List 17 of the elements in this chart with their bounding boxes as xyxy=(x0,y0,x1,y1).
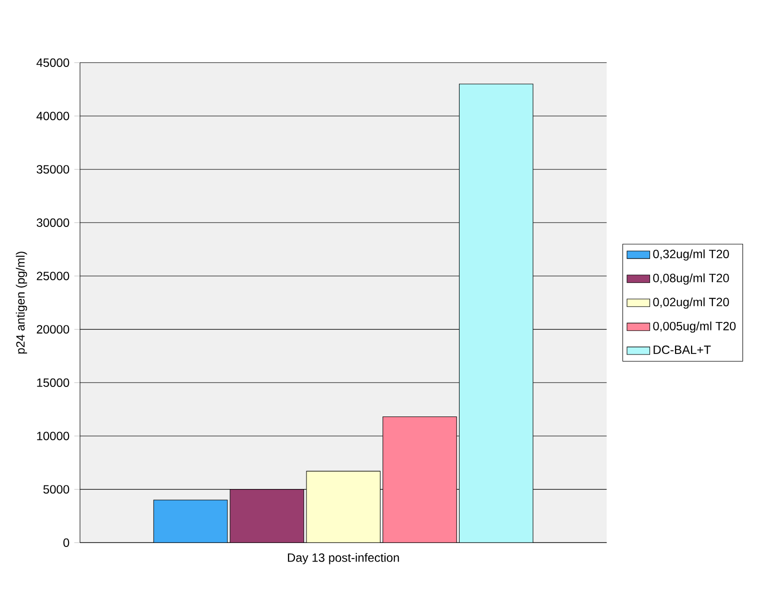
legend-label: 0,02ug/ml T20 xyxy=(653,297,729,308)
x-tick-label: Day 13 post-infection xyxy=(288,552,399,564)
legend-label: 0,32ug/ml T20 xyxy=(653,249,729,260)
y-tick-label: 15000 xyxy=(37,378,70,387)
y-tick-label: 10000 xyxy=(37,432,70,440)
y-tick-label: 35000 xyxy=(36,164,70,174)
legend-label: 0,005ug/ml T20 xyxy=(653,321,736,333)
y-tick-label: 0 xyxy=(63,538,70,547)
legend-label: DC-BAL+T xyxy=(654,345,711,354)
y-axis-title: p24 antigen (pg/ml) xyxy=(16,252,28,354)
y-tick-label: 5000 xyxy=(43,484,70,494)
y-tick-label: 40000 xyxy=(36,112,70,120)
y-tick-label: 25000 xyxy=(36,272,70,280)
y-tick-label: 20000 xyxy=(36,324,70,334)
y-tick-label: 45000 xyxy=(36,58,70,67)
y-tick-label: 30000 xyxy=(36,218,70,227)
legend-label: 0,08ug/ml T20 xyxy=(653,273,729,284)
